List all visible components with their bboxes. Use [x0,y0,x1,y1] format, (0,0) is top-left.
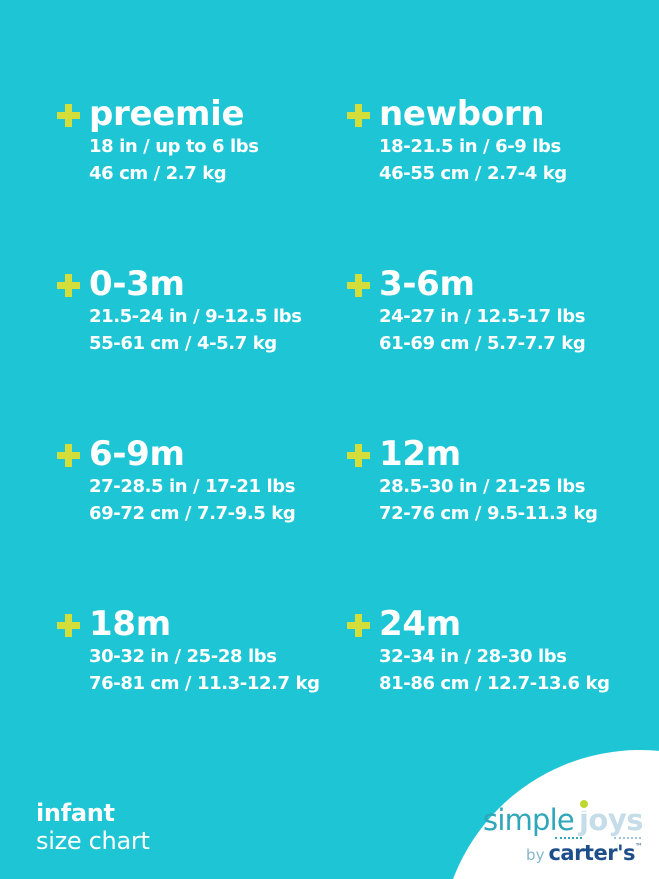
plus-icon [347,614,370,637]
logo-word-simple: simple [483,803,575,837]
chart-title-category: infant [36,799,115,827]
plus-icon [347,274,370,297]
size-block-3-6m: 3-6m 24-27 in / 12.5-17 lbs 61-69 cm / 5… [347,264,586,357]
size-block-6-9m: 6-9m 27-28.5 in / 17-21 lbs 69-72 cm / 7… [57,434,296,527]
size-metric: 55-61 cm / 4-5.7 kg [89,333,277,354]
size-label: 18m [89,604,171,644]
brand-logo-wordmark: simple joys [483,800,644,837]
size-imperial: 30-32 in / 25-28 lbs [89,646,277,667]
size-metric: 81-86 cm / 12.7-13.6 kg [379,673,610,694]
byline-by: by [526,846,545,864]
size-label: 3-6m [379,264,475,304]
size-imperial: 27-28.5 in / 17-21 lbs [89,476,296,497]
size-label: 6-9m [89,434,185,474]
dotted-underline-blue [614,837,641,839]
size-metric: 69-72 cm / 7.7-9.5 kg [89,503,296,524]
size-metric: 61-69 cm / 5.7-7.7 kg [379,333,586,354]
chart-title: infant size chart [36,799,150,855]
size-label: 24m [379,604,461,644]
plus-icon [57,274,80,297]
size-label: newborn [379,94,545,134]
brand-logo: simple joys by carter's™ [483,800,644,864]
logo-word-joys: joys [578,800,644,837]
logo-word-joys-text: joys [578,803,644,837]
size-imperial: 32-34 in / 28-30 lbs [379,646,567,667]
size-block-24m: 24m 32-34 in / 28-30 lbs 81-86 cm / 12.7… [347,605,610,697]
size-imperial: 18-21.5 in / 6-9 lbs [379,136,561,157]
size-imperial: 18 in / up to 6 lbs [89,136,259,157]
size-label: 0-3m [89,264,185,304]
trademark-symbol: ™ [635,842,643,851]
size-metric: 72-76 cm / 9.5-11.3 kg [379,503,598,524]
plus-icon [347,104,370,127]
size-label: preemie [89,94,245,134]
size-metric: 46 cm / 2.7 kg [89,163,227,184]
size-block-newborn: newborn 18-21.5 in / 6-9 lbs 46-55 cm / … [347,95,567,187]
size-imperial: 21.5-24 in / 9-12.5 lbs [89,306,302,327]
plus-icon [57,614,80,637]
size-label: 12m [379,434,461,474]
plus-icon [347,444,370,467]
size-block-12m: 12m 28.5-30 in / 21-25 lbs 72-76 cm / 9.… [347,434,598,527]
brand-byline: by carter's™ [483,843,643,864]
size-imperial: 24-27 in / 12.5-17 lbs [379,306,586,327]
plus-icon [57,104,80,127]
size-block-18m: 18m 30-32 in / 25-28 lbs 76-81 cm / 11.3… [57,605,320,697]
size-block-0-3m: 0-3m 21.5-24 in / 9-12.5 lbs 55-61 cm / … [57,265,302,357]
dotted-underline-teal [555,837,582,839]
size-metric: 46-55 cm / 2.7-4 kg [379,163,567,184]
decorative-dots [483,837,641,839]
chart-title-subtitle: size chart [36,827,150,855]
byline-brand: carter's [548,841,635,865]
size-imperial: 28.5-30 in / 21-25 lbs [379,476,586,497]
j-dot-icon [579,800,588,808]
plus-icon [57,444,80,467]
size-block-preemie: preemie 18 in / up to 6 lbs 46 cm / 2.7 … [57,95,259,187]
size-metric: 76-81 cm / 11.3-12.7 kg [89,673,320,694]
